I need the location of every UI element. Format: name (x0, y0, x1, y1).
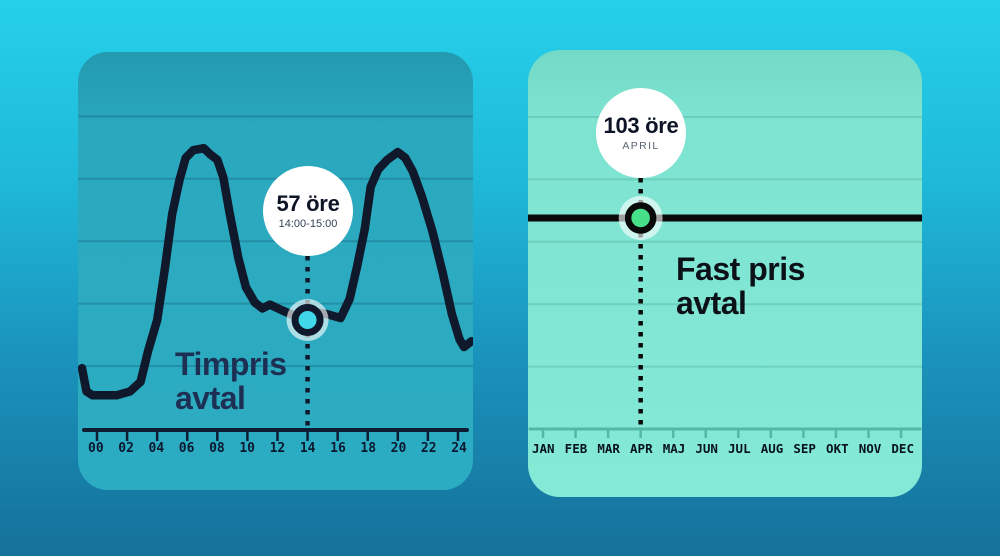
fastpris-callout-month: APRIL (622, 139, 660, 152)
month-axis-label: JUL (728, 441, 751, 456)
timpris-price-line (78, 143, 473, 400)
month-axis-label: JUN (695, 441, 718, 456)
month-axis-label: DEC (891, 441, 914, 456)
hour-axis-label: 24 (451, 441, 467, 456)
month-axis-label: MAJ (662, 441, 686, 456)
fastpris-callout-value: 103 öre (603, 112, 679, 138)
month-axis-label: OKT (826, 441, 849, 456)
hour-axis-label: 06 (178, 441, 195, 456)
month-axis-label: SEP (793, 441, 816, 456)
month-axis-label: AUG (760, 441, 784, 456)
timpris-highlight-marker (291, 303, 324, 336)
fastpris-title-line2: avtal (676, 285, 747, 322)
timpris-panel: 57 öre 14:00-15:00 Timpris avtal 00 02 04 0… (78, 52, 473, 490)
timpris-hour-axis-labels: 00 02 04 06 08 10 12 14 16 18 20 22 24 (88, 441, 467, 456)
month-axis-label: JAN (532, 441, 555, 456)
hour-axis-label: 04 (148, 441, 165, 456)
timpris-title: Timpris avtal (175, 346, 287, 417)
month-axis-label: MAR (597, 441, 620, 456)
fastpris-callout-bubble: 103 öre APRIL (596, 88, 686, 178)
fastpris-chart-canvas (528, 116, 922, 438)
timpris-callout-bubble: 57 öre 14:00-15:00 (263, 166, 353, 256)
hour-axis-label: 16 (330, 441, 346, 456)
hour-axis-label: 14 (299, 441, 316, 456)
timpris-callout-value: 57 öre (276, 190, 340, 216)
fastpris-month-axis-labels: JAN FEB MAR APR MAJ JUN JUL AUG SEP OKT NOV DEC (532, 441, 914, 456)
timpris-title-line2: avtal (175, 380, 246, 417)
month-axis-label: FEB (564, 441, 588, 456)
hour-axis-label: 18 (360, 441, 377, 456)
hour-axis-label: 22 (420, 441, 437, 456)
month-axis-label: NOV (858, 441, 882, 456)
month-axis-label: APR (630, 441, 653, 456)
timpris-title-line1: Timpris (175, 346, 287, 382)
hour-axis-label: 12 (269, 441, 286, 456)
hour-axis-label: 00 (88, 441, 104, 456)
fastpris-title: Fast pris avtal (676, 251, 805, 322)
hour-axis-label: 20 (390, 441, 407, 456)
fastpris-panel: 103 öre APRIL Fast pris avtal JAN FEB MAR A… (528, 50, 922, 497)
hour-axis-label: 10 (239, 441, 255, 456)
hour-axis-label: 02 (118, 441, 134, 456)
fastpris-highlight-marker (624, 202, 657, 234)
timpris-chart-canvas (78, 115, 473, 441)
fastpris-title-line1: Fast pris (676, 251, 805, 287)
hour-axis-label: 08 (209, 441, 225, 456)
timpris-callout-timerange: 14:00-15:00 (278, 217, 338, 230)
